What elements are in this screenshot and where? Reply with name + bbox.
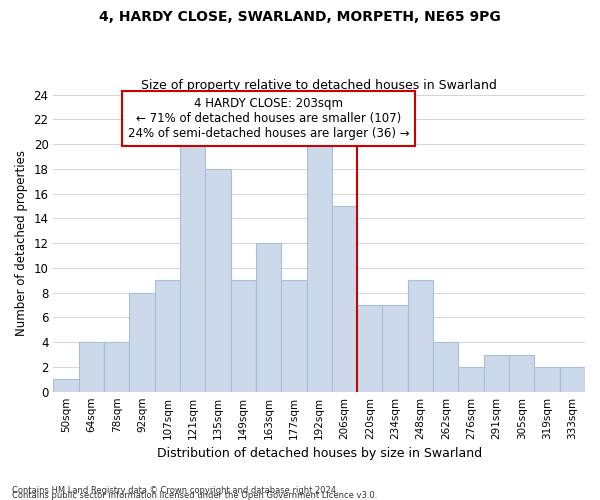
Bar	[79, 342, 104, 392]
Bar	[281, 280, 307, 392]
Text: Contains HM Land Registry data © Crown copyright and database right 2024.: Contains HM Land Registry data © Crown c…	[12, 486, 338, 495]
Bar	[484, 354, 509, 392]
Y-axis label: Number of detached properties: Number of detached properties	[15, 150, 28, 336]
Bar	[357, 305, 382, 392]
Bar	[230, 280, 256, 392]
Bar	[307, 144, 332, 392]
Bar	[53, 380, 79, 392]
Text: 4 HARDY CLOSE: 203sqm
← 71% of detached houses are smaller (107)
24% of semi-det: 4 HARDY CLOSE: 203sqm ← 71% of detached …	[128, 97, 409, 140]
Bar	[560, 367, 585, 392]
Bar	[535, 367, 560, 392]
Bar	[332, 206, 357, 392]
Bar	[458, 367, 484, 392]
Bar	[104, 342, 130, 392]
Bar	[180, 144, 205, 392]
Text: 4, HARDY CLOSE, SWARLAND, MORPETH, NE65 9PG: 4, HARDY CLOSE, SWARLAND, MORPETH, NE65 …	[99, 10, 501, 24]
Text: Contains public sector information licensed under the Open Government Licence v3: Contains public sector information licen…	[12, 491, 377, 500]
Bar	[205, 169, 230, 392]
Bar	[408, 280, 433, 392]
Bar	[382, 305, 408, 392]
Bar	[130, 292, 155, 392]
X-axis label: Distribution of detached houses by size in Swarland: Distribution of detached houses by size …	[157, 447, 482, 460]
Bar	[509, 354, 535, 392]
Bar	[155, 280, 180, 392]
Bar	[256, 243, 281, 392]
Title: Size of property relative to detached houses in Swarland: Size of property relative to detached ho…	[141, 79, 497, 92]
Bar	[433, 342, 458, 392]
